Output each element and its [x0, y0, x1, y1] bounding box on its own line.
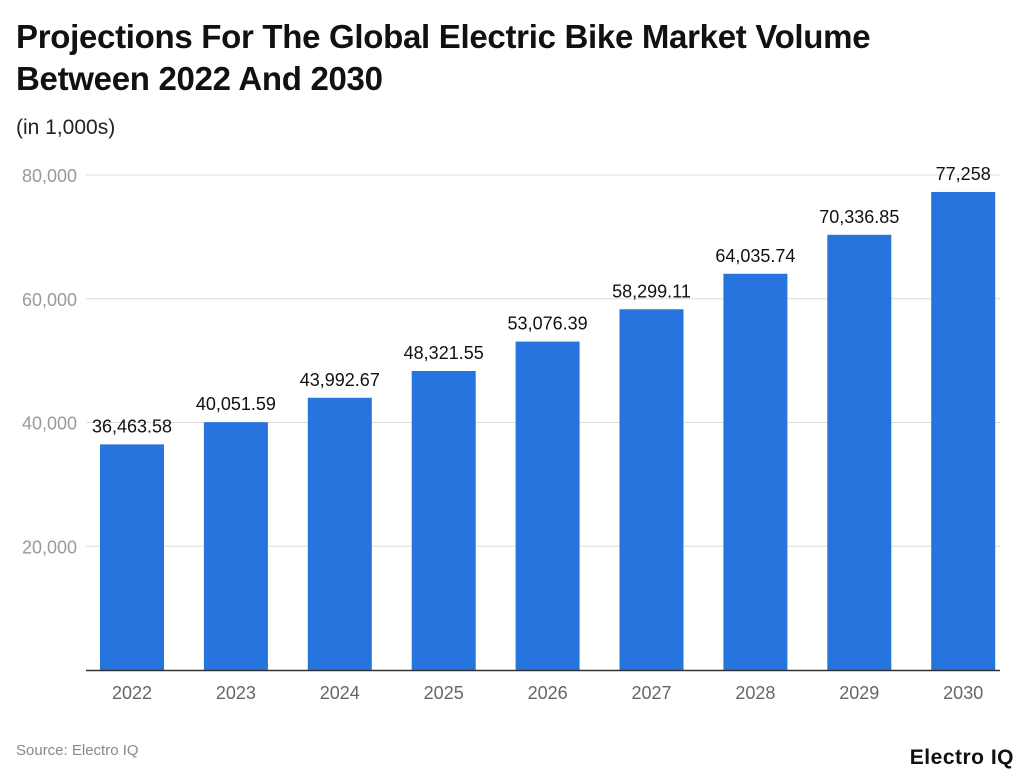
bar-2024	[307, 397, 372, 670]
chart-title: Projections For The Global Electric Bike…	[16, 18, 871, 97]
bar-2026	[515, 341, 580, 670]
x-tick-label: 2024	[320, 683, 360, 703]
x-tick-label: 2023	[216, 683, 256, 703]
x-tick-label: 2029	[839, 683, 879, 703]
data-label: 58,299.11	[612, 281, 691, 301]
x-tick-label: 2028	[735, 683, 775, 703]
bar-2030	[931, 191, 996, 670]
x-tick-label: 2030	[943, 683, 983, 703]
data-label: 64,035.74	[715, 246, 795, 266]
bar-2028	[723, 273, 788, 670]
x-tick-label: 2022	[112, 683, 152, 703]
y-tick-label: 40,000	[22, 414, 77, 434]
data-label: 40,051.59	[196, 394, 276, 414]
bar-2027	[619, 309, 684, 670]
bar-2022	[100, 444, 164, 670]
bar-2025	[411, 371, 476, 670]
x-tick-label: 2027	[631, 683, 671, 703]
y-tick-label: 20,000	[22, 537, 77, 557]
source-note: Source: Electro IQ	[16, 742, 139, 759]
x-tick-label: 2025	[424, 683, 464, 703]
data-label: 53,076.39	[508, 314, 588, 334]
y-tick-label: 80,000	[22, 166, 77, 186]
electro-iq-logo: Electro IQ	[909, 746, 1014, 769]
data-label: 48,321.55	[404, 343, 484, 363]
bar-2029	[827, 234, 892, 670]
data-label: 36,463.58	[92, 416, 172, 436]
bar-2023	[203, 422, 268, 670]
data-label: 70,336.85	[819, 207, 899, 227]
data-label: 43,992.67	[300, 370, 380, 390]
y-tick-label: 60,000	[22, 290, 77, 310]
x-tick-label: 2026	[528, 683, 568, 703]
chart-subtitle: (in 1,000s)	[16, 116, 116, 139]
data-label: 77,258	[936, 164, 991, 184]
